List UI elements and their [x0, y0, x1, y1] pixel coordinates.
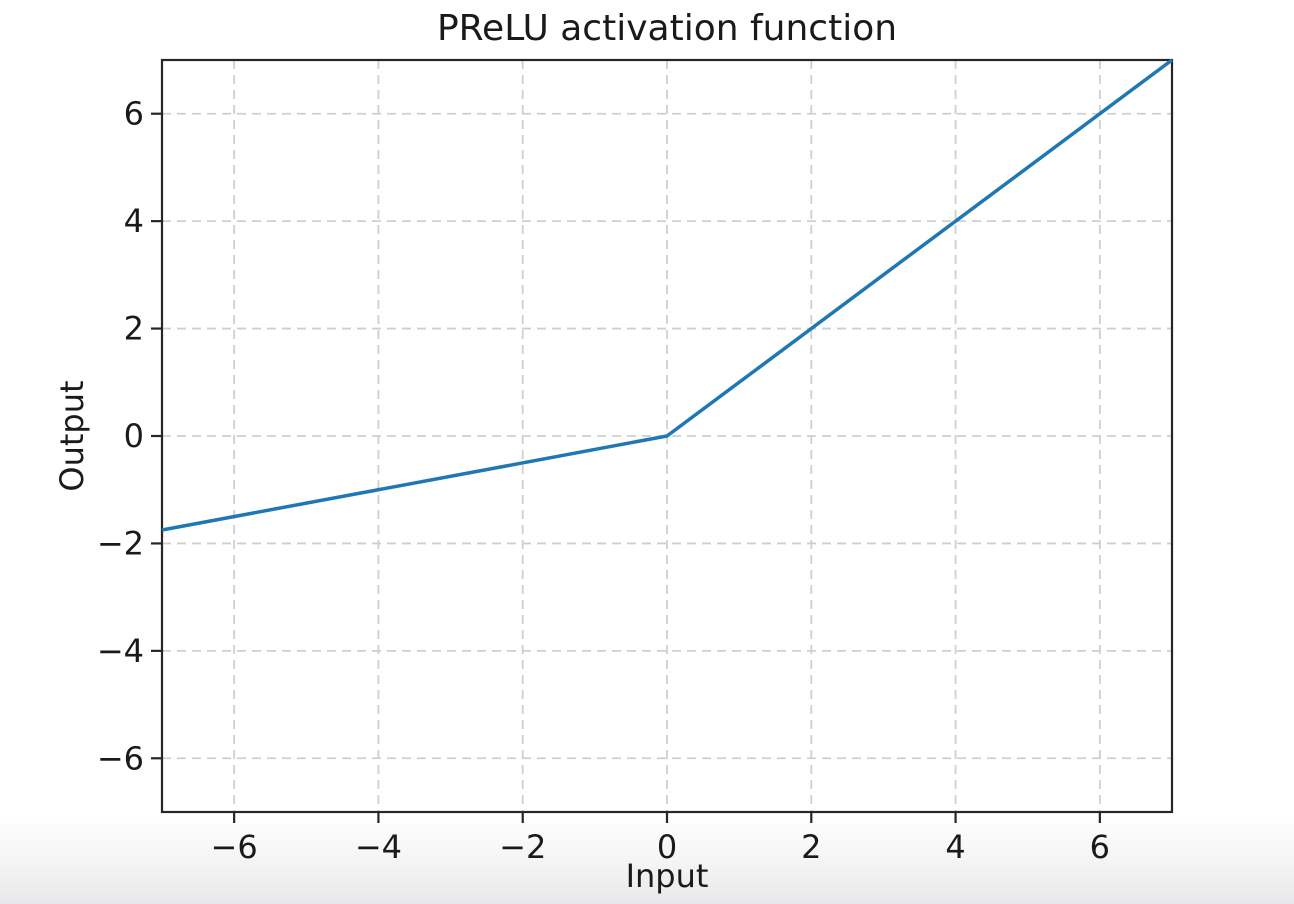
x-tick-label: −4	[355, 828, 402, 866]
y-tick-label: 6	[124, 95, 144, 133]
y-axis-label: Output	[53, 380, 91, 492]
y-tick-label: 2	[124, 310, 144, 348]
x-tick-label: 4	[945, 828, 965, 866]
y-tick-label: −6	[97, 739, 144, 777]
x-axis-label: Input	[625, 857, 709, 895]
x-tick-label: 0	[657, 828, 677, 866]
y-tick-label: −4	[97, 632, 144, 670]
series-line-prelu	[161, 58, 1174, 532]
y-tick-label: 4	[124, 202, 144, 240]
x-tick-label: −2	[499, 828, 546, 866]
chart-title: PReLU activation function	[436, 8, 898, 49]
y-tick-label: 0	[124, 417, 144, 455]
x-tick-label: −6	[211, 828, 258, 866]
x-tick-label: 2	[801, 828, 821, 866]
x-tick-label: 6	[1090, 828, 1110, 866]
y-tick-label: −2	[97, 524, 144, 562]
